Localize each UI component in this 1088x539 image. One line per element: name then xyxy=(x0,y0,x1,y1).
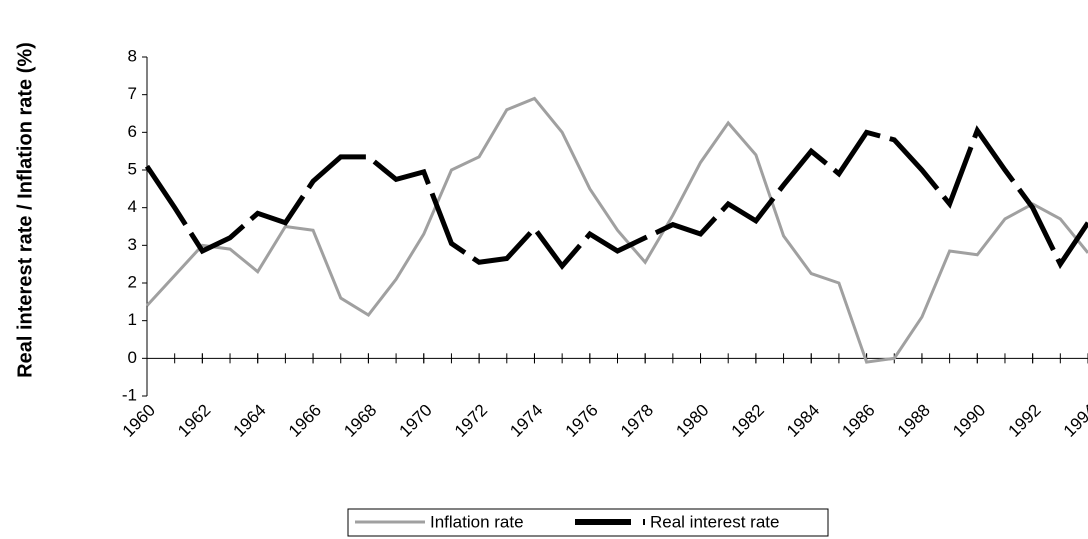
x-tick-label: 1980 xyxy=(672,401,712,441)
x-tick-label: 1974 xyxy=(506,401,546,441)
y-tick-label: 5 xyxy=(128,159,137,178)
y-tick-label: 8 xyxy=(128,46,137,65)
x-tick-label: 1990 xyxy=(949,401,989,441)
x-tick-label: 1970 xyxy=(396,401,436,441)
y-tick-label: -1 xyxy=(122,385,137,404)
x-tick-label: 1966 xyxy=(285,401,325,441)
x-tick-label: 1972 xyxy=(451,401,491,441)
series-line xyxy=(144,125,1088,271)
legend-label: Inflation rate xyxy=(430,512,524,531)
x-tick-label: 1994 xyxy=(1060,401,1088,441)
x-tick-label: 1978 xyxy=(617,401,657,441)
y-tick-label: 0 xyxy=(128,348,137,367)
x-tick-label: 1968 xyxy=(340,401,380,441)
series-line xyxy=(145,96,1088,364)
x-tick-label: 1986 xyxy=(838,401,878,441)
y-tick-label: 7 xyxy=(128,84,137,103)
x-tick-label: 1964 xyxy=(230,401,270,441)
y-tick-label: 3 xyxy=(128,235,137,254)
x-tick-label: 1962 xyxy=(174,401,214,441)
y-tick-label: 4 xyxy=(128,197,137,216)
y-tick-label: 6 xyxy=(128,122,137,141)
x-tick-label: 1976 xyxy=(562,401,602,441)
x-tick-label: 1984 xyxy=(783,401,823,441)
x-tick-label: 1982 xyxy=(728,401,768,441)
y-tick-label: 2 xyxy=(128,272,137,291)
x-tick-label: 1992 xyxy=(1004,401,1044,441)
y-tick-label: 1 xyxy=(128,310,137,329)
legend-label: Real interest rate xyxy=(650,512,779,531)
x-tick-label: 1960 xyxy=(119,401,159,441)
y-axis-title: Real interest rate / Inflation rate (%) xyxy=(14,42,36,378)
x-tick-label: 1988 xyxy=(894,401,934,441)
